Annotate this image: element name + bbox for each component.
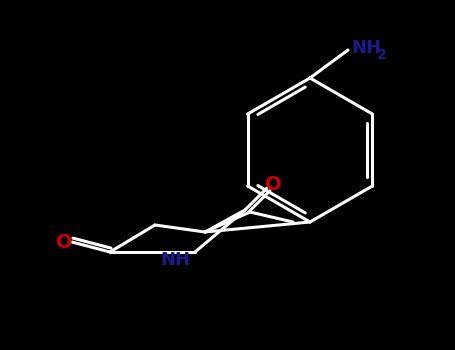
Text: NH: NH [351,39,381,57]
Text: NH: NH [160,251,190,269]
Text: 2: 2 [377,48,387,62]
Text: O: O [265,175,281,194]
Text: O: O [56,232,72,252]
